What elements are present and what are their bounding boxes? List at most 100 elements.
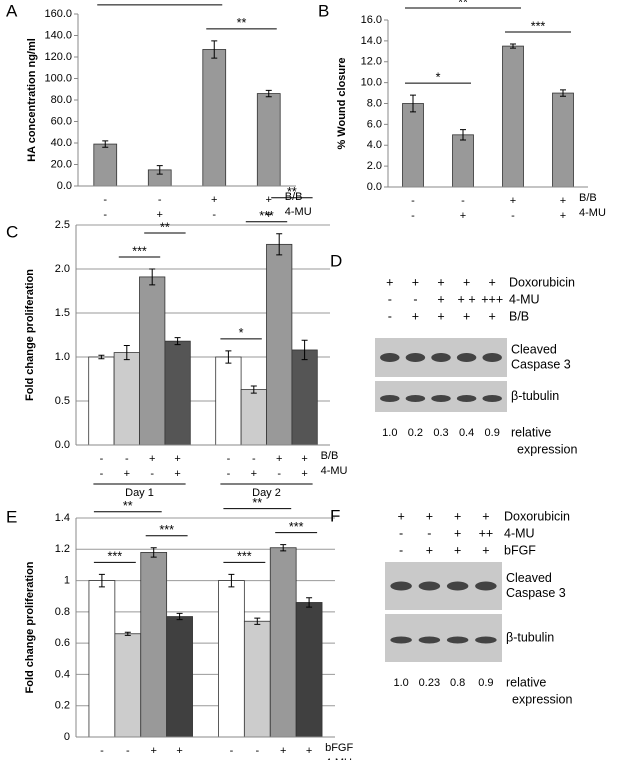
significance-label: ** [252,496,262,510]
panel-label: F [330,506,340,525]
condition-sign: + [460,210,466,222]
blot-band [456,395,477,402]
condition-sign: + [426,509,433,523]
significance-label: ** [155,0,165,6]
blot-band [446,581,469,591]
condition-sign: + [454,526,461,540]
blot-band [431,395,451,402]
bar [166,616,193,738]
condition-label: bFGF [504,543,536,557]
relative-label: expression [512,692,572,706]
condition-sign: + [560,210,566,222]
y-tick-label: 140.0 [44,29,72,41]
bar [240,389,267,446]
condition-label: 4-MU [504,526,535,540]
relative-value: 0.9 [478,677,493,689]
relative-label: expression [517,442,577,456]
band-label: Caspase 3 [506,586,566,600]
condition-sign: + [211,194,217,206]
y-tick-label: 0.5 [55,395,70,407]
bar [452,134,474,188]
error-bar [228,573,235,588]
y-tick-label: 0.0 [57,180,72,192]
bar [295,602,323,738]
blot-band [482,353,502,362]
error-bar [124,631,131,636]
panel-label: A [6,1,18,20]
condition-sign: + [266,194,272,206]
blot-band [431,353,451,362]
condition-sign: + [174,453,180,465]
y-tick-label: 60.0 [51,115,72,127]
condition-sign: + [266,209,272,221]
condition-sign: + [174,468,180,480]
error-bar [225,350,232,364]
condition-sign: - [100,453,104,465]
y-tick-label: 100.0 [44,72,72,84]
y-tick-label: 0.6 [55,637,70,649]
condition-sign: + [510,195,516,207]
error-bar [460,129,466,141]
error-bar [280,544,287,552]
significance-label: * [239,326,244,340]
relative-label: relative [511,425,551,439]
condition-sign: + [482,509,489,523]
condition-sign: + [397,509,404,523]
relative-value: 0.8 [450,677,465,689]
condition-sign: +++ [481,292,503,306]
condition-sign: - [411,195,415,207]
condition-label: 4-MU [321,465,348,477]
condition-sign: + [157,209,163,221]
condition-sign: + [412,275,419,289]
condition-label: Doxorubicin [504,509,570,523]
condition-sign: - [103,209,107,221]
band-label: Cleaved [506,571,552,585]
significance-label: *** [289,520,304,534]
y-axis-label: Fold change proliferation [24,269,36,401]
significance-label: *** [531,19,546,33]
condition-sign: + [150,745,156,757]
condition-sign: + [386,275,393,289]
panel-label: B [318,1,329,20]
condition-sign: + [437,292,444,306]
condition-sign: - [511,210,515,222]
y-tick-label: 0.0 [55,439,70,451]
error-bar [301,339,308,361]
condition-sign: - [461,195,465,207]
band-label: β-tubulin [511,389,559,403]
significance-label: ** [287,185,297,199]
condition-sign: + [437,309,444,323]
bar [139,276,166,446]
group-label: Day 1 [125,487,154,499]
condition-sign: + [482,543,489,557]
y-tick-label: 1.5 [55,307,70,319]
condition-label: B/B [509,309,529,323]
condition-label: 4-MU [285,206,312,218]
error-bar [560,89,566,97]
significance-label: ** [237,16,247,30]
blot-band [446,636,469,644]
y-tick-label: 16.0 [361,14,382,26]
significance-label: *** [259,209,274,223]
blot-band [456,353,477,362]
condition-sign: - [227,468,231,480]
y-tick-label: 1 [64,574,70,586]
condition-sign: + [306,745,312,757]
y-tick-label: 0 [64,731,70,743]
condition-sign: - [255,745,259,757]
bar [215,356,242,446]
bar [140,552,168,738]
bar [88,356,115,446]
blot-band [475,581,497,591]
blot-band [390,581,412,591]
y-tick-label: 0.2 [55,700,70,712]
bar [243,620,271,738]
condition-sign: - [103,194,107,206]
blot-band [380,353,400,362]
condition-sign: - [399,543,403,557]
condition-sign: - [100,468,104,480]
condition-label: bFGF [325,742,353,754]
band-label: Caspase 3 [511,357,571,371]
y-axis-label: % Wound closure [336,57,348,149]
